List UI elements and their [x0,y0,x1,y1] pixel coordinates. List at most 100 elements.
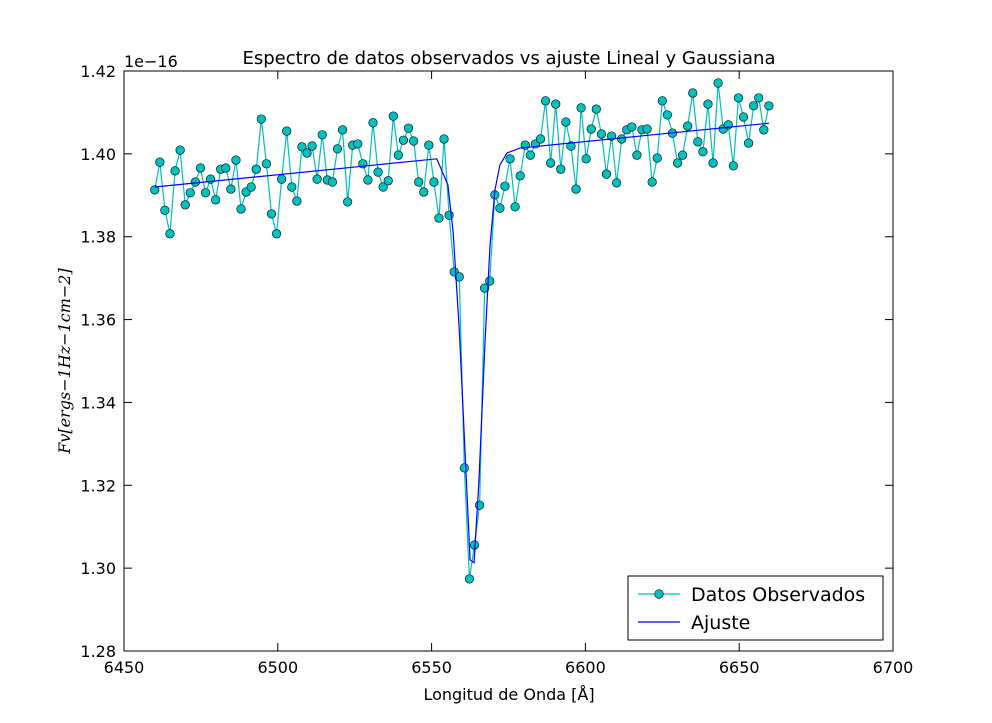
data-point [703,99,713,109]
legend-label: Datos Observados [691,584,865,606]
data-point [383,176,393,186]
data-point [282,126,292,136]
data-point [277,174,287,184]
data-point [546,158,556,168]
plot-frame [123,70,894,652]
data-point [754,93,764,103]
x-tick-label: 6500 [257,658,298,677]
y-tick-label: 1.40 [80,145,116,164]
data-point [698,147,708,157]
legend-marker [654,589,664,599]
data-point [271,229,282,239]
legend-label: Ajuste [691,612,750,634]
data-point [505,154,515,164]
data-point [200,188,211,198]
data-point [733,93,744,103]
data-point [683,121,693,131]
data-point [662,110,672,120]
data-point [307,141,317,151]
data-point [292,196,302,206]
data-point [525,150,535,160]
x-tick-label: 6450 [104,658,145,677]
data-point [561,117,571,127]
data-point [556,164,566,174]
y-tick-label: 1.38 [80,228,116,247]
series-line [154,122,770,564]
data-point [459,463,469,473]
data-point [749,101,759,111]
data-point [693,137,703,147]
data-point [312,174,322,184]
data-point [246,182,256,192]
data-point [414,177,424,187]
data-point [632,150,642,160]
data-point [165,229,175,239]
data-point [368,118,378,128]
data-point [409,136,419,146]
x-tick-label: 6650 [719,658,760,677]
data-point [327,177,337,187]
data-point [332,144,343,154]
data-point [337,125,348,135]
data-point [388,111,398,121]
data-point [343,197,353,207]
x-tick-label: 6550 [411,658,452,677]
data-point [627,122,637,132]
x-axis-label: Longitud de Onda [Å] [423,685,594,704]
data-point [647,177,657,187]
data-point [617,134,627,144]
data-point [642,124,652,134]
data-point [261,159,272,169]
data-point [160,205,170,215]
data-point [571,184,581,194]
data-point [678,150,688,160]
y-tick-label: 1.28 [80,642,116,661]
chart-title: Espectro de datos observados vs ajuste L… [243,48,776,69]
data-point [170,166,180,176]
data-point [287,182,297,192]
data-point [302,148,312,158]
data-point [495,203,505,213]
data-point [175,145,185,155]
data-point [297,142,307,152]
data-point [221,163,231,173]
data-point [581,154,591,164]
data-point [586,124,596,134]
data-point [672,158,683,168]
data-point [596,129,606,139]
data-point [474,500,485,510]
data-point [266,209,277,219]
data-point [454,272,464,282]
data-point [566,141,576,151]
data-point [743,138,754,148]
data-point [231,155,241,165]
offset-text: 1e−16 [124,52,178,71]
data-point [378,182,388,192]
data-point [515,171,525,181]
data-point [363,175,373,185]
data-point [373,167,383,177]
data-point [612,178,622,188]
data-point [551,99,561,109]
y-tick-label: 1.30 [80,559,116,578]
data-point [464,574,475,584]
data-point [688,88,698,98]
data-point [185,188,195,198]
data-point [708,158,718,168]
data-point [439,134,449,144]
data-point [591,104,601,114]
data-point [713,78,723,88]
data-point [150,185,160,195]
data-point [256,114,266,124]
data-point [652,153,662,163]
legend-box [627,575,884,641]
data-point [601,169,612,179]
data-point [429,177,439,187]
data-point [353,139,363,149]
data-point [180,200,190,210]
data-point [738,112,749,122]
data-point [251,164,261,174]
data-point [393,150,403,160]
data-point [434,213,444,223]
